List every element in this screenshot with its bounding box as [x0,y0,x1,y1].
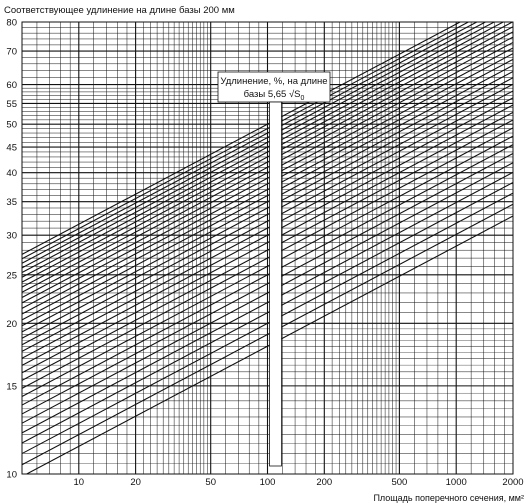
elongation-line-19 [22,203,513,466]
elongation-line-30 [22,104,513,366]
y-tick-label: 35 [6,197,17,208]
y-tick-label: 60 [6,80,17,91]
chart-title: Соответствующее удлинение на длине базы … [4,5,235,16]
elongation-line-23 [22,162,513,424]
elongation-line-42 [22,31,513,293]
elongation-line-29 [22,111,513,374]
legend-line-1: Удлинение, %, на длине [220,76,327,87]
x-axis-tick-labels: 10 20 50 100 200 500 1000 2000 [74,477,524,488]
y-tick-label: 80 [6,18,17,29]
elongation-line-34 [22,77,513,339]
x-tick-label: 1000 [446,477,467,488]
elongation-line-45 [22,22,505,278]
x-tick-label: 10 [74,477,85,488]
y-tick-label: 25 [6,270,17,281]
elongation-line-18 [25,215,513,474]
x-tick-label: 200 [316,477,332,488]
elongation-line-43 [22,26,513,288]
elongation-line-41 [22,36,513,299]
y-tick-label: 45 [6,143,17,154]
elongation-line-37 [22,58,513,321]
y-tick-label: 70 [6,47,17,58]
legend-line-2-main: базы 5,65 √S [244,89,301,100]
elongation-line-46 [22,22,496,274]
y-tick-label: 40 [6,168,17,179]
x-tick-label: 50 [205,477,216,488]
y-tick-label: 55 [6,99,17,110]
x-tick-label: 20 [130,477,141,488]
elongation-line-31 [22,97,513,359]
elongation-line-22 [22,171,513,434]
elongation-line-48 [22,22,478,264]
legend-subscript: 0 [301,95,305,102]
x-tick-label: 2000 [502,477,523,488]
elongation-line-24 [22,152,513,415]
plot-frame [21,21,514,475]
elongation-line-40 [22,41,513,304]
elongation-line-20 [22,192,513,455]
elongation-curves [22,22,513,474]
elongation-line-28 [22,119,513,381]
elongation-line-49 [22,22,470,260]
elongation-line-47 [22,22,487,269]
elongation-line-39 [22,47,513,309]
legend-background [217,71,331,103]
elongation-line-50 [22,22,462,255]
legend-stem [269,101,282,467]
elongation-line-25 [22,144,513,406]
elongation-line-33 [22,83,513,346]
y-axis-tick-labels: 10 15 20 25 30 35 40 45 50 55 60 70 80 [6,18,17,481]
y-tick-label: 20 [6,319,17,330]
elongation-line-21 [22,182,513,444]
elongation-line-36 [22,64,513,327]
elongation-line-35 [22,70,513,333]
elongation-line-32 [22,90,513,352]
legend-box: Удлинение, %, на длине базы 5,65 √S0 [217,71,331,467]
elongation-line-26 [22,135,513,398]
y-tick-label: 10 [6,470,17,481]
y-tick-label: 15 [6,381,17,392]
x-tick-label: 500 [391,477,407,488]
legend-line-2: базы 5,65 √S0 [244,89,305,102]
x-axis-label: Площадь поперечного сечения, мм² [373,493,524,503]
y-tick-label: 30 [6,231,17,242]
elongation-line-38 [22,53,513,315]
x-tick-label: 100 [260,477,276,488]
elongation-line-27 [22,127,513,389]
elongation-line-44 [22,22,513,283]
y-tick-label: 50 [6,120,17,131]
